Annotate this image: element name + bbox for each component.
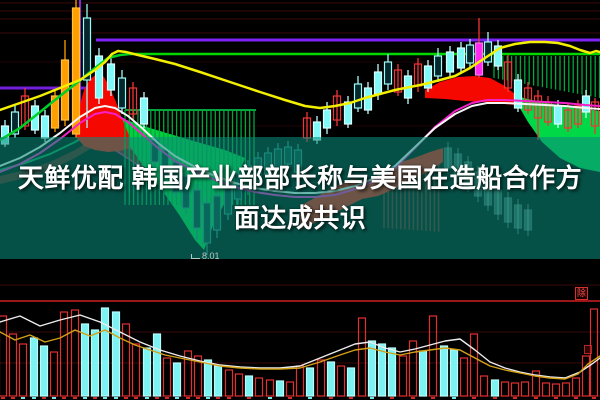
low-price-value: 8.01 xyxy=(202,251,220,261)
news-banner: 天鲜优配 韩国产业部部长称与美国在造船合作方 面达成共识 xyxy=(0,137,600,259)
low-price-label: 8.01 xyxy=(191,251,220,261)
price-tick-icon xyxy=(191,253,200,259)
scale-mark-icon xyxy=(584,345,592,354)
headline-line-1: 天鲜优配 韩国产业部部长称与美国在造船合作方 xyxy=(17,162,583,193)
headline-line-2: 面达成共识 xyxy=(233,202,367,233)
event-marker-badge: 除 xyxy=(575,287,588,300)
